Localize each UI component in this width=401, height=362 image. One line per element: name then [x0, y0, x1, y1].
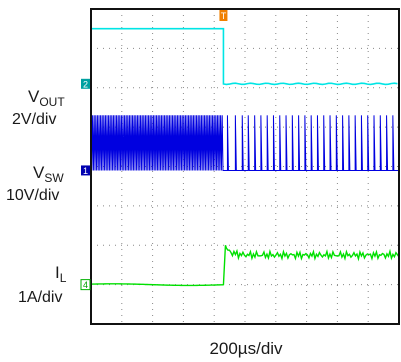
vout-scale: 2V/div: [12, 111, 56, 128]
channel-ground-marker: [81, 78, 90, 89]
plot-frame: [90, 8, 400, 325]
vsw-label: VSW: [33, 163, 64, 185]
x-axis-label: 200µs/div: [209, 339, 283, 358]
il-label: IL: [55, 263, 67, 285]
traces: [90, 27, 400, 287]
channel-ground-marker: [80, 279, 91, 291]
trigger-marker: [219, 10, 228, 21]
vsw-scale: 10V/div: [6, 187, 59, 204]
vout-trace: [91, 27, 398, 86]
channel-markers: 2 1 4 T: [80, 10, 228, 291]
channel-ground-marker: [81, 165, 90, 176]
il-trace: [90, 245, 400, 287]
il-scale: 1A/div: [18, 289, 62, 306]
vout-label: VOUT: [28, 87, 65, 109]
channel-marker-number: 2: [83, 79, 88, 89]
trigger-marker-label: T: [221, 11, 227, 21]
vsw-trace: [90, 115, 400, 171]
channel-marker-number: 1: [83, 166, 88, 176]
channel-marker-number: 4: [83, 280, 88, 290]
graticule-grid: [91, 9, 399, 324]
